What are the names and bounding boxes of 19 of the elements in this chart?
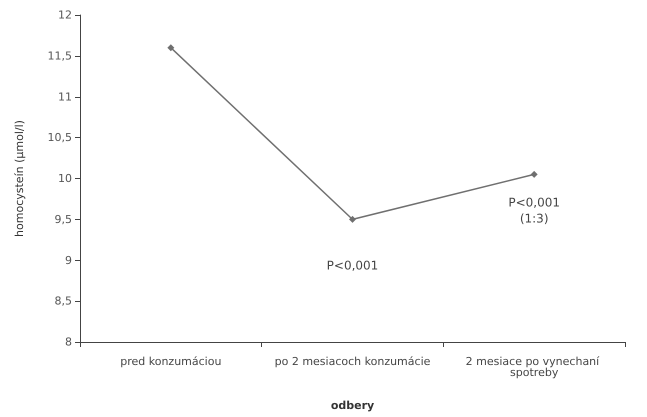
- x-tick-label: 2 mesiace po vynechaní spotreby: [466, 355, 603, 379]
- point: [530, 170, 538, 178]
- y-tick-label: 8: [65, 336, 72, 348]
- y-tick-label: 11: [58, 90, 72, 104]
- y-tick-label: 9: [65, 254, 72, 267]
- annotation: P<0,001 (1:3): [508, 195, 560, 226]
- point: [349, 216, 356, 223]
- y-tick-label: 9,5: [54, 212, 72, 226]
- point: [167, 44, 174, 52]
- y-tick-label: 12: [58, 8, 72, 22]
- y-tick-label: 11,5: [48, 49, 72, 62]
- y-tick-label: 10,5: [48, 131, 72, 144]
- y-tick-label: 8,5: [54, 294, 72, 308]
- x-tick-label: pred konzumáciou: [120, 355, 222, 368]
- x-tick-label: po 2 mesiacoch konzumácie: [274, 355, 431, 368]
- annotation: P<0,001: [326, 258, 378, 272]
- y-tick-label: 10: [58, 172, 72, 185]
- y-axis-title: homocysteín (µmol/l): [13, 120, 26, 237]
- x-axis-title: odbery: [330, 399, 374, 412]
